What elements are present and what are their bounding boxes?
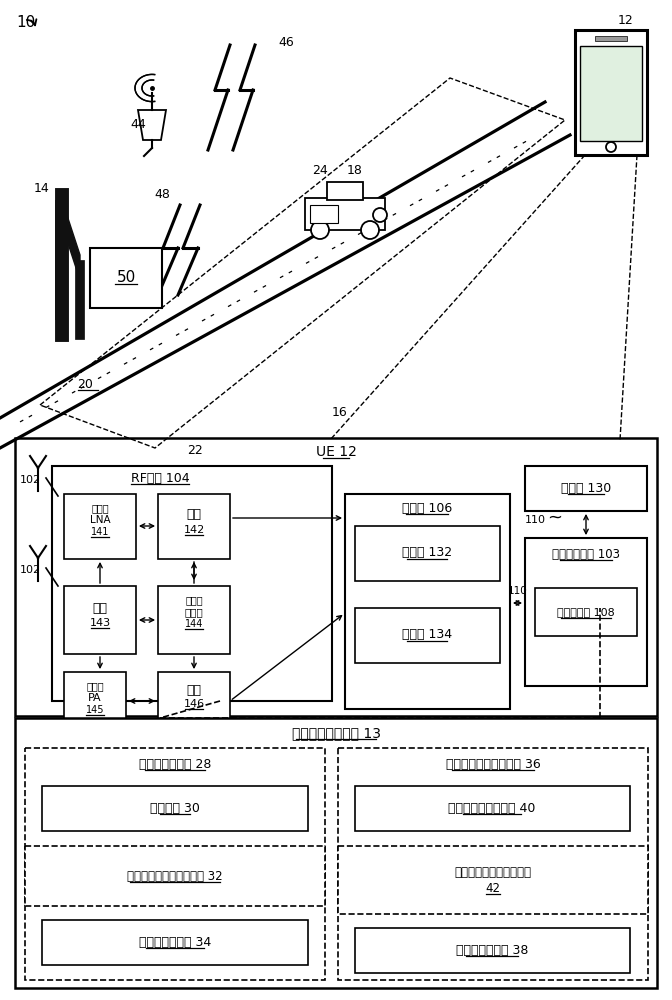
Bar — [355, 786, 630, 831]
Text: 共存传输管理组件 13: 共存传输管理组件 13 — [292, 726, 380, 740]
Text: PA: PA — [88, 693, 102, 703]
Text: 开关: 开关 — [187, 684, 202, 696]
Bar — [25, 748, 325, 980]
Text: 传送发射要求确定器 40: 传送发射要求确定器 40 — [448, 802, 536, 814]
Bar — [580, 46, 642, 141]
Text: RF前端 104: RF前端 104 — [130, 472, 190, 485]
Text: 48: 48 — [154, 188, 170, 202]
Bar — [158, 586, 230, 654]
Bar — [55, 200, 67, 320]
Text: 16: 16 — [332, 406, 348, 418]
Text: 地理位置 30: 地理位置 30 — [150, 802, 200, 814]
Text: （诸）处理器 103: （诸）处理器 103 — [552, 548, 620, 560]
Text: 传送输出功率配置组件 36: 传送输出功率配置组件 36 — [446, 758, 540, 770]
Text: 调制解调器 108: 调制解调器 108 — [557, 607, 615, 617]
Text: 44: 44 — [130, 118, 146, 131]
Circle shape — [361, 221, 379, 239]
Text: 10: 10 — [16, 15, 35, 30]
Bar — [338, 748, 648, 980]
Text: 141: 141 — [91, 527, 109, 537]
Text: 18: 18 — [347, 163, 363, 176]
Bar — [15, 718, 657, 988]
Bar — [305, 198, 385, 230]
Text: 110: 110 — [525, 515, 546, 525]
Bar — [575, 30, 647, 155]
Text: 42: 42 — [485, 882, 501, 894]
Bar — [595, 36, 627, 41]
Bar — [25, 846, 325, 906]
Bar — [525, 538, 647, 686]
Bar — [64, 672, 126, 730]
Circle shape — [311, 221, 329, 239]
Text: 发射机 134: 发射机 134 — [402, 629, 452, 642]
Text: 50: 50 — [116, 270, 136, 286]
Text: 142: 142 — [183, 525, 205, 535]
Text: （诸）共存模式 34: （诸）共存模式 34 — [139, 936, 211, 948]
Bar — [64, 494, 136, 559]
Text: LNA: LNA — [89, 515, 110, 525]
Bar — [42, 786, 308, 831]
Text: 143: 143 — [89, 618, 111, 628]
Bar — [525, 466, 647, 511]
Bar — [158, 672, 230, 730]
Text: 24: 24 — [312, 163, 328, 176]
Bar — [338, 846, 648, 914]
Bar — [64, 586, 136, 654]
Text: ~: ~ — [548, 509, 562, 527]
Text: （诸）: （诸） — [86, 681, 103, 691]
Polygon shape — [138, 110, 166, 140]
Text: 102: 102 — [20, 475, 41, 485]
Bar — [355, 526, 500, 581]
Bar — [90, 248, 162, 308]
Text: 开关: 开关 — [187, 508, 202, 520]
Text: 附加传送要求确定器组件 32: 附加传送要求确定器组件 32 — [127, 869, 223, 882]
Bar — [355, 608, 500, 663]
Text: 144: 144 — [185, 619, 203, 629]
Text: 传送输出功率值 38: 传送输出功率值 38 — [456, 944, 528, 956]
Bar — [310, 205, 338, 223]
Text: 20: 20 — [77, 378, 93, 391]
Text: 22: 22 — [187, 444, 203, 456]
Bar — [52, 466, 332, 701]
Text: 102: 102 — [20, 565, 41, 575]
Text: （诸）: （诸） — [185, 595, 203, 605]
Text: 接收机 132: 接收机 132 — [402, 546, 452, 560]
Text: 位置确定器组件 28: 位置确定器组件 28 — [139, 758, 211, 770]
Text: 14: 14 — [34, 182, 50, 194]
Bar — [42, 920, 308, 965]
Text: 146: 146 — [183, 699, 204, 709]
Text: 145: 145 — [86, 705, 104, 715]
Text: 存储器 130: 存储器 130 — [561, 482, 611, 494]
Bar — [345, 494, 510, 709]
Bar — [15, 438, 657, 716]
Text: 110: 110 — [508, 586, 528, 596]
Circle shape — [606, 142, 616, 152]
Polygon shape — [62, 200, 80, 280]
Text: 开关: 开关 — [93, 601, 108, 614]
Bar — [327, 182, 363, 200]
Text: 传送输出功率降低确定器: 传送输出功率降低确定器 — [454, 865, 532, 879]
Bar — [535, 588, 637, 636]
Bar — [158, 494, 230, 559]
Text: 46: 46 — [278, 35, 294, 48]
Circle shape — [373, 208, 387, 222]
Text: 收发机 106: 收发机 106 — [402, 502, 452, 514]
Text: 滤波器: 滤波器 — [185, 607, 204, 617]
Text: （诸）: （诸） — [91, 503, 109, 513]
Text: UE 12: UE 12 — [316, 445, 356, 459]
Text: 12: 12 — [618, 13, 634, 26]
Bar — [355, 928, 630, 973]
